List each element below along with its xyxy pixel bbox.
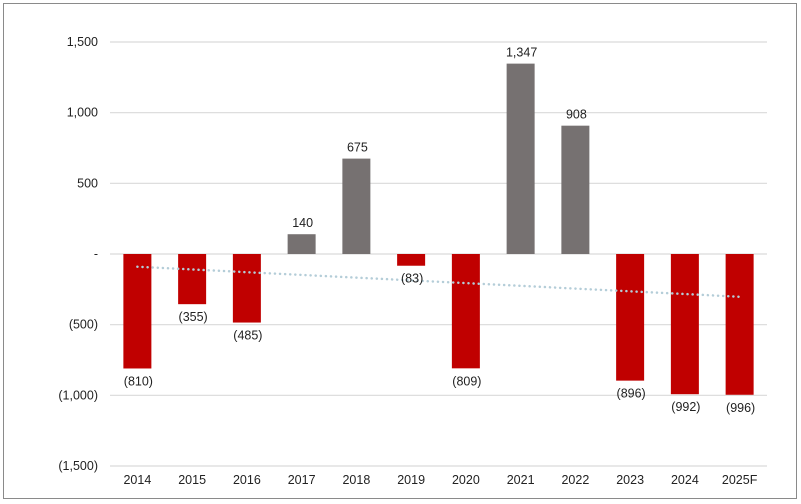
bar-2024 bbox=[670, 254, 699, 395]
trendline-line bbox=[136, 265, 741, 299]
y-tick-label: 1,500 bbox=[67, 35, 98, 49]
x-tick-label: 2015 bbox=[178, 473, 206, 487]
data-label: (809) bbox=[452, 374, 481, 388]
gridlines bbox=[110, 41, 767, 467]
bar-2023 bbox=[616, 254, 645, 381]
x-tick-label: 2019 bbox=[397, 473, 425, 487]
data-label: 140 bbox=[292, 216, 313, 230]
data-label: 908 bbox=[566, 108, 587, 122]
y-tick-label: (1,500) bbox=[58, 459, 98, 473]
bar-2015 bbox=[178, 254, 207, 305]
bar-2019 bbox=[397, 254, 426, 266]
bar-2017 bbox=[287, 234, 316, 254]
y-tick-label: (1,000) bbox=[58, 388, 98, 402]
y-axis-ticks: 1,500 1,000 500 - (500) (1,000) (1,500) bbox=[58, 35, 98, 473]
x-tick-label: 2024 bbox=[671, 473, 699, 487]
x-tick-label: 2018 bbox=[342, 473, 370, 487]
bar-2022 bbox=[561, 125, 590, 254]
chart-frame bbox=[3, 3, 797, 499]
data-labels: (810) (355) (485) 140 675 (83) (809) 1,347 908 (8… bbox=[124, 46, 755, 415]
y-tick-label: 1,000 bbox=[67, 106, 98, 120]
x-tick-label: 2014 bbox=[123, 473, 151, 487]
trendline bbox=[136, 265, 741, 299]
data-label: (485) bbox=[233, 329, 262, 343]
data-label: (810) bbox=[124, 374, 153, 388]
x-tick-label: 2023 bbox=[616, 473, 644, 487]
bar-2020 bbox=[451, 254, 480, 369]
x-tick-label: 2022 bbox=[561, 473, 589, 487]
x-tick-label: 2025F bbox=[722, 473, 758, 487]
y-tick-label: - bbox=[94, 247, 98, 261]
x-tick-label: 2016 bbox=[233, 473, 261, 487]
x-axis-ticks: 2014 2015 2016 2017 2018 2019 2020 2021 2022 2023… bbox=[123, 473, 757, 487]
bars bbox=[123, 63, 754, 395]
bar-2025F bbox=[725, 254, 754, 395]
x-tick-label: 2017 bbox=[288, 473, 316, 487]
data-label: (996) bbox=[726, 401, 755, 415]
data-label: 1,347 bbox=[506, 46, 537, 60]
data-label: (83) bbox=[401, 272, 423, 286]
y-tick-label: 500 bbox=[77, 176, 98, 190]
x-tick-label: 2020 bbox=[452, 473, 480, 487]
bar-2021 bbox=[506, 63, 535, 255]
data-label: (896) bbox=[617, 387, 646, 401]
bar-2018 bbox=[342, 158, 371, 254]
x-tick-label: 2021 bbox=[507, 473, 535, 487]
data-label: (992) bbox=[671, 400, 700, 414]
bar-2016 bbox=[232, 254, 261, 323]
data-label: 675 bbox=[347, 141, 368, 155]
data-label: (355) bbox=[179, 310, 208, 324]
y-tick-label: (500) bbox=[69, 318, 98, 332]
bar-2014 bbox=[123, 254, 152, 369]
